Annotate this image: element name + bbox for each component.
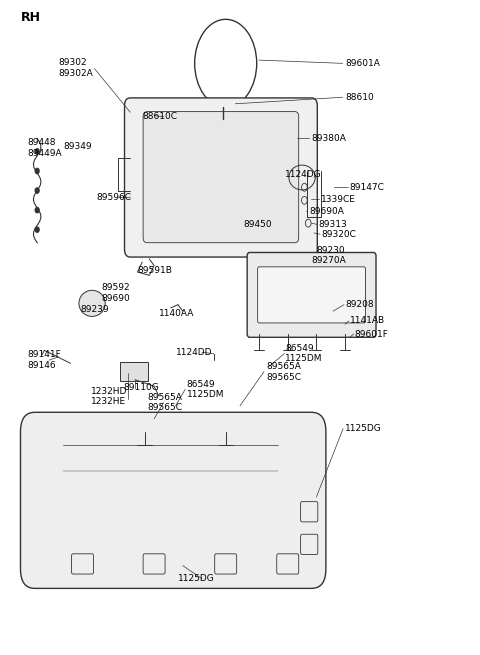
Text: 89141F
89146: 89141F 89146 xyxy=(28,350,61,370)
Circle shape xyxy=(35,188,39,193)
Text: 89313: 89313 xyxy=(319,220,348,229)
FancyBboxPatch shape xyxy=(124,98,317,257)
Text: 1339CE: 1339CE xyxy=(321,195,356,204)
Circle shape xyxy=(35,149,39,154)
Text: 89147C: 89147C xyxy=(350,183,384,192)
Text: 86549
1125DM: 86549 1125DM xyxy=(187,380,224,399)
Text: 1232HD
1232HE: 1232HD 1232HE xyxy=(91,387,128,406)
Text: 89591B: 89591B xyxy=(137,266,172,274)
Text: 89448
89449A: 89448 89449A xyxy=(28,138,62,158)
Text: 89565A
89565C: 89565A 89565C xyxy=(147,393,182,412)
Text: 89302
89302A: 89302 89302A xyxy=(58,58,93,77)
Ellipse shape xyxy=(79,290,105,316)
Text: RH: RH xyxy=(21,11,40,24)
Text: 89565A
89565C: 89565A 89565C xyxy=(266,362,301,382)
Text: 88610: 88610 xyxy=(345,93,374,102)
Text: 1124DD: 1124DD xyxy=(176,348,212,357)
FancyBboxPatch shape xyxy=(143,111,299,243)
Circle shape xyxy=(35,227,39,233)
Text: 86549
1125DM: 86549 1125DM xyxy=(285,344,323,364)
FancyBboxPatch shape xyxy=(21,412,326,588)
Text: 88610C: 88610C xyxy=(142,112,177,121)
Circle shape xyxy=(35,208,39,213)
Text: 1141AB: 1141AB xyxy=(350,316,385,326)
Text: 89601F: 89601F xyxy=(355,329,388,339)
Text: 89270A: 89270A xyxy=(312,256,347,265)
FancyBboxPatch shape xyxy=(247,252,376,337)
Text: 89239: 89239 xyxy=(80,305,109,314)
Text: 89320C: 89320C xyxy=(321,230,356,238)
Text: 1125DG: 1125DG xyxy=(345,424,382,433)
Text: 1125DG: 1125DG xyxy=(178,574,215,583)
FancyBboxPatch shape xyxy=(120,362,148,381)
Text: 1140AA: 1140AA xyxy=(159,309,194,318)
Text: 89349: 89349 xyxy=(63,141,92,151)
Text: 89230: 89230 xyxy=(316,246,345,255)
Text: 1124DG: 1124DG xyxy=(285,170,322,179)
Text: 89110G: 89110G xyxy=(123,383,159,392)
Text: 89380A: 89380A xyxy=(312,134,347,143)
Text: 89592
89690: 89592 89690 xyxy=(102,283,131,303)
Circle shape xyxy=(35,168,39,174)
Text: 89208: 89208 xyxy=(345,300,373,309)
Text: 89596C: 89596C xyxy=(97,193,132,202)
FancyBboxPatch shape xyxy=(258,267,365,323)
Text: 89601A: 89601A xyxy=(345,59,380,68)
Text: 89690A: 89690A xyxy=(309,207,344,216)
Text: 89450: 89450 xyxy=(244,220,273,229)
